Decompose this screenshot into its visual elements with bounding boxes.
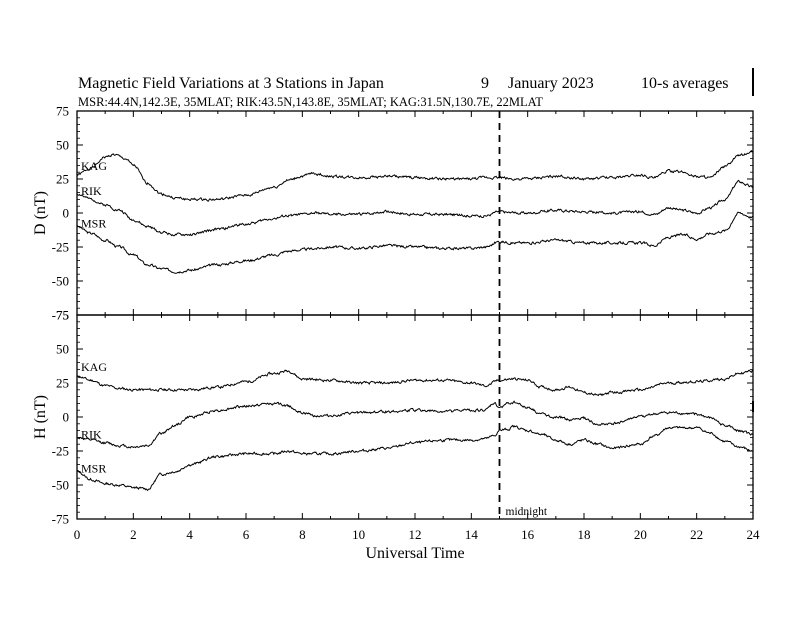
y-axis-label-1: H (nT) (32, 395, 49, 439)
x-tick-label: 8 (299, 527, 306, 542)
series-label-msr-0: MSR (81, 217, 106, 231)
series-label-kag-1: KAG (81, 360, 107, 374)
x-tick-label: 0 (74, 527, 81, 542)
chart-stations-line: MSR:44.4N,142.3E, 35MLAT; RIK:43.5N,143.… (78, 95, 543, 109)
y-tick-label: 50 (56, 342, 69, 357)
series-label-rik-1: RIK (81, 427, 102, 441)
y-tick-label: 75 (56, 308, 69, 323)
y-tick-label: 0 (63, 206, 70, 221)
y-tick-label: 75 (56, 104, 69, 119)
x-tick-label: 10 (352, 527, 365, 542)
x-axis-label: Universal Time (365, 545, 464, 562)
chart-title: Magnetic Field Variations at 3 Stations … (78, 75, 384, 92)
x-tick-label: 2 (130, 527, 137, 542)
y-tick-label: 50 (56, 138, 69, 153)
y-tick-label: -25 (52, 240, 69, 255)
series-line-kag-0 (76, 150, 754, 202)
x-tick-label: 12 (409, 527, 422, 542)
x-tick-label: 22 (690, 527, 703, 542)
series-line-msr-0 (76, 211, 754, 274)
series-label-rik-0: RIK (81, 184, 102, 198)
y-tick-label: -75 (52, 512, 69, 527)
x-tick-label: 20 (634, 527, 647, 542)
y-axis-label-0: D (nT) (32, 191, 49, 235)
y-tick-label: 0 (63, 410, 70, 425)
x-tick-label: 24 (747, 527, 761, 542)
chart-date-day: 9 (481, 75, 489, 92)
chart-averaging: 10-s averages (641, 75, 729, 92)
x-tick-label: 14 (465, 527, 479, 542)
y-tick-label: -75 (52, 308, 69, 323)
x-tick-label: 4 (186, 527, 193, 542)
y-tick-label: 25 (56, 172, 69, 187)
series-line-rik-1 (76, 400, 754, 449)
y-tick-label: 25 (56, 376, 69, 391)
x-tick-label: 16 (521, 527, 535, 542)
series-line-kag-1 (76, 369, 754, 397)
y-tick-label: -50 (52, 274, 69, 289)
series-line-msr-1 (76, 424, 754, 492)
series-line-rik-0 (76, 179, 754, 237)
series-label-msr-1: MSR (81, 461, 106, 475)
midnight-label: midnight (506, 506, 548, 518)
series-label-kag-0: KAG (81, 159, 107, 173)
x-tick-label: 6 (243, 527, 250, 542)
y-tick-label: -25 (52, 444, 69, 459)
x-tick-label: 18 (578, 527, 591, 542)
chart-date-month-year: January 2023 (508, 75, 594, 92)
y-tick-label: -50 (52, 478, 69, 493)
